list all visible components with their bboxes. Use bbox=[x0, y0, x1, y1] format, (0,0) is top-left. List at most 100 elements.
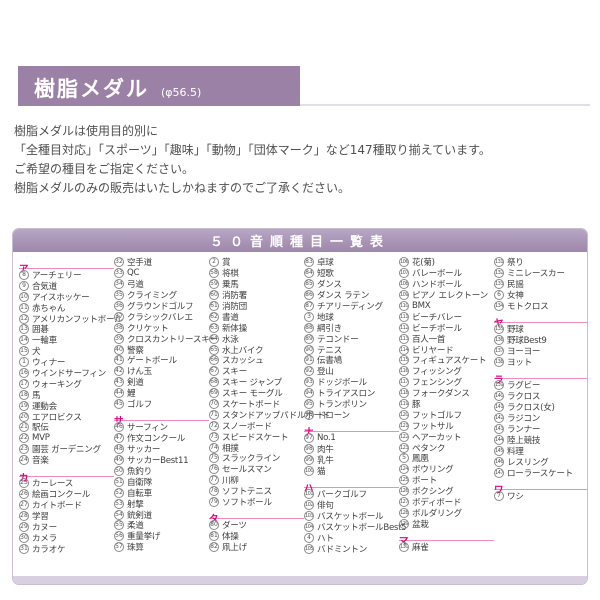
section-label: マ bbox=[399, 536, 409, 548]
item-label: フィギュアスケート bbox=[412, 356, 487, 367]
event-columns: ア 8 アーチェリー 9 合気道 10 アイスホッケー 11 赤ちゃん 12 アメリカンフットボール… bbox=[13, 252, 587, 572]
item-number-badge: 115 bbox=[399, 355, 409, 366]
item-label: 豚 bbox=[412, 400, 421, 411]
event-item: 16 ウインドサーフィン bbox=[19, 367, 114, 379]
item-number-badge: 138 bbox=[494, 357, 504, 368]
item-number-badge: 139 bbox=[494, 380, 504, 391]
item-label: アーチェリー bbox=[32, 270, 82, 281]
event-item: 88 綱引き bbox=[304, 322, 399, 334]
event-item: 12 アメリカンフットボール bbox=[19, 313, 123, 325]
item-number-badge: 44 bbox=[114, 388, 124, 399]
item-label: 銃剣道 bbox=[127, 510, 152, 521]
section-label: タ bbox=[209, 514, 219, 526]
item-label: 凧上げ bbox=[222, 543, 247, 554]
item-label: 民謡 bbox=[507, 280, 524, 291]
event-item: 130 麻雀 bbox=[399, 542, 494, 553]
item-number-badge: 21 bbox=[19, 422, 29, 433]
item-label: 犬 bbox=[32, 347, 41, 358]
section-label: ワ bbox=[494, 485, 504, 497]
item-label: ソフトテニス bbox=[222, 487, 272, 498]
item-label: スカッシュ bbox=[222, 356, 264, 367]
item-label: 射撃 bbox=[127, 499, 144, 510]
event-item: 107 バレーボール bbox=[399, 268, 494, 279]
event-item: 22 MVP bbox=[19, 433, 114, 444]
item-number-badge: 141 bbox=[494, 402, 504, 413]
item-label: 相撲 bbox=[222, 443, 239, 454]
item-label: ラジコン bbox=[507, 414, 541, 425]
list-title: ５０音順種目一覧表 bbox=[13, 229, 587, 252]
item-number-badge: 14 bbox=[19, 335, 29, 346]
item-number-badge: 42 bbox=[114, 366, 124, 377]
item-number-badge: 20 bbox=[19, 411, 29, 422]
item-label: スキー モーグル bbox=[222, 389, 283, 400]
item-label: モトクロス bbox=[507, 302, 549, 313]
event-item: 38 クリケット bbox=[114, 322, 209, 334]
section-header-ワ: ワ bbox=[494, 478, 587, 496]
item-number-badge: 124 bbox=[399, 464, 409, 475]
section-label: ラ bbox=[494, 374, 504, 386]
item-label: 猫 bbox=[317, 466, 326, 477]
item-label: 囲碁 bbox=[32, 325, 49, 336]
item-number-badge: 106 bbox=[399, 257, 409, 268]
event-item: 25 カーレース bbox=[19, 478, 114, 489]
item-label: けん玉 bbox=[127, 367, 152, 378]
item-number-badge: 135 bbox=[494, 324, 504, 335]
item-number-badge: 41 bbox=[114, 355, 124, 366]
item-label: 俳句 bbox=[317, 501, 334, 512]
item-label: ボディボード bbox=[412, 498, 462, 509]
item-label: 絵画コンクール bbox=[32, 490, 91, 501]
item-label: スキー bbox=[222, 367, 247, 378]
item-label: 野球 bbox=[507, 325, 524, 336]
event-item: 69 スキー モーグル bbox=[209, 388, 304, 399]
event-item: 108 ハンドボール bbox=[399, 279, 494, 290]
item-label: 肉牛 bbox=[317, 445, 334, 456]
item-number-badge: 127 bbox=[399, 497, 409, 508]
item-number-badge: 123 bbox=[399, 442, 409, 453]
section-header-ナ: ナ bbox=[304, 420, 399, 438]
event-column-2: 32 空手道 33 QC 34 弓道 35 クライミング 36 グラウンドゴルフ 37 クラシックバレ… bbox=[114, 257, 218, 572]
event-item: 47 作文コンクール bbox=[114, 433, 209, 444]
item-label: アイスホッケー bbox=[32, 292, 90, 303]
item-number-badge: 98 bbox=[304, 444, 314, 455]
item-number-badge: 43 bbox=[114, 377, 124, 388]
item-number-badge: 60 bbox=[209, 290, 219, 301]
section-header-サ: サ bbox=[114, 409, 209, 427]
item-number-badge: 58 bbox=[209, 268, 219, 279]
event-item: 63 新体操 bbox=[209, 322, 304, 334]
item-number-badge: 46 bbox=[114, 422, 124, 433]
event-item: 60 消防署 bbox=[209, 290, 304, 301]
event-item: 71 スタンドアップパドルボード bbox=[209, 409, 330, 421]
item-label: スノーボード bbox=[222, 421, 272, 432]
item-number-badge: 83 bbox=[304, 257, 314, 268]
item-label: 馬 bbox=[32, 390, 41, 401]
item-number-badge: 3 bbox=[304, 311, 314, 322]
event-item: 79 ソフトボール bbox=[209, 497, 304, 508]
item-number-badge: 37 bbox=[114, 311, 124, 322]
item-label: フィッシング bbox=[412, 367, 462, 378]
item-label: 運動会 bbox=[32, 401, 57, 412]
item-number-badge: 103 bbox=[304, 511, 314, 522]
event-item: 126 ボクシング bbox=[399, 486, 494, 497]
event-item: 62 書道 bbox=[209, 311, 304, 323]
item-label: 弓道 bbox=[127, 280, 144, 291]
item-label: チアリーディング bbox=[317, 302, 383, 313]
event-item: 34 弓道 bbox=[114, 279, 209, 290]
item-label: ボルダリング bbox=[412, 508, 462, 519]
event-item: 10 アイスホッケー bbox=[19, 291, 114, 303]
event-item: 135 野球 bbox=[494, 324, 587, 336]
event-item: 117 フェンシング bbox=[399, 377, 494, 388]
item-number-badge: 1 bbox=[19, 357, 29, 368]
item-number-badge: 100 bbox=[304, 465, 314, 476]
event-item: 109 ピアノ エレクトーン bbox=[399, 290, 494, 301]
intro-line: 樹脂メダルのみの販売はいたしかねますのでご了承ください。 bbox=[14, 181, 351, 195]
item-label: クラシックバレエ bbox=[127, 312, 193, 323]
item-number-badge: 101 bbox=[304, 489, 314, 500]
section-header-ヤ: ヤ bbox=[494, 311, 587, 329]
item-number-badge: 71 bbox=[209, 409, 219, 420]
event-item: 64 水泳 bbox=[209, 333, 304, 345]
event-item: 57 珠算 bbox=[114, 542, 209, 553]
item-number-badge: 65 bbox=[209, 344, 219, 355]
event-item: 23 園芸 ガーデニング bbox=[19, 444, 114, 455]
event-item: 7 ワシ bbox=[494, 490, 587, 502]
